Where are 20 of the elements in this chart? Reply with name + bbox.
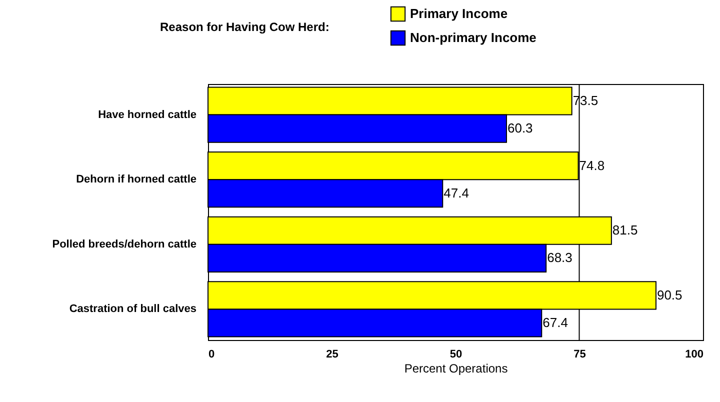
y-tick-label: Have horned cattle [98, 108, 196, 121]
legend-label: Primary Income [410, 6, 508, 21]
data-label: 74.8 [579, 158, 605, 173]
x-tick-label: 0 [208, 348, 215, 360]
y-tick-label: Polled breeds/dehorn cattle [52, 238, 196, 250]
x-tick-label: 50 [450, 348, 462, 360]
data-label: 81.5 [612, 222, 638, 238]
data-label: 90.5 [656, 287, 682, 302]
data-label: 60.3 [507, 120, 533, 136]
data-label: 47.4 [444, 185, 469, 200]
x-tick-label: 100 [685, 348, 704, 360]
legend-title: Reason for Having Cow Herd: [160, 20, 330, 34]
data-label: 67.4 [542, 314, 568, 330]
legend-label: Non-primary Income [410, 30, 536, 45]
data-label: 68.3 [547, 250, 572, 266]
y-tick-label: Castration of bull calves [69, 303, 196, 316]
x-tick-label: 25 [326, 348, 338, 360]
x-axis-title: Percent Operations [404, 362, 508, 376]
x-tick-label: 75 [574, 348, 586, 360]
y-tick-label: Dehorn if horned cattle [76, 174, 196, 186]
